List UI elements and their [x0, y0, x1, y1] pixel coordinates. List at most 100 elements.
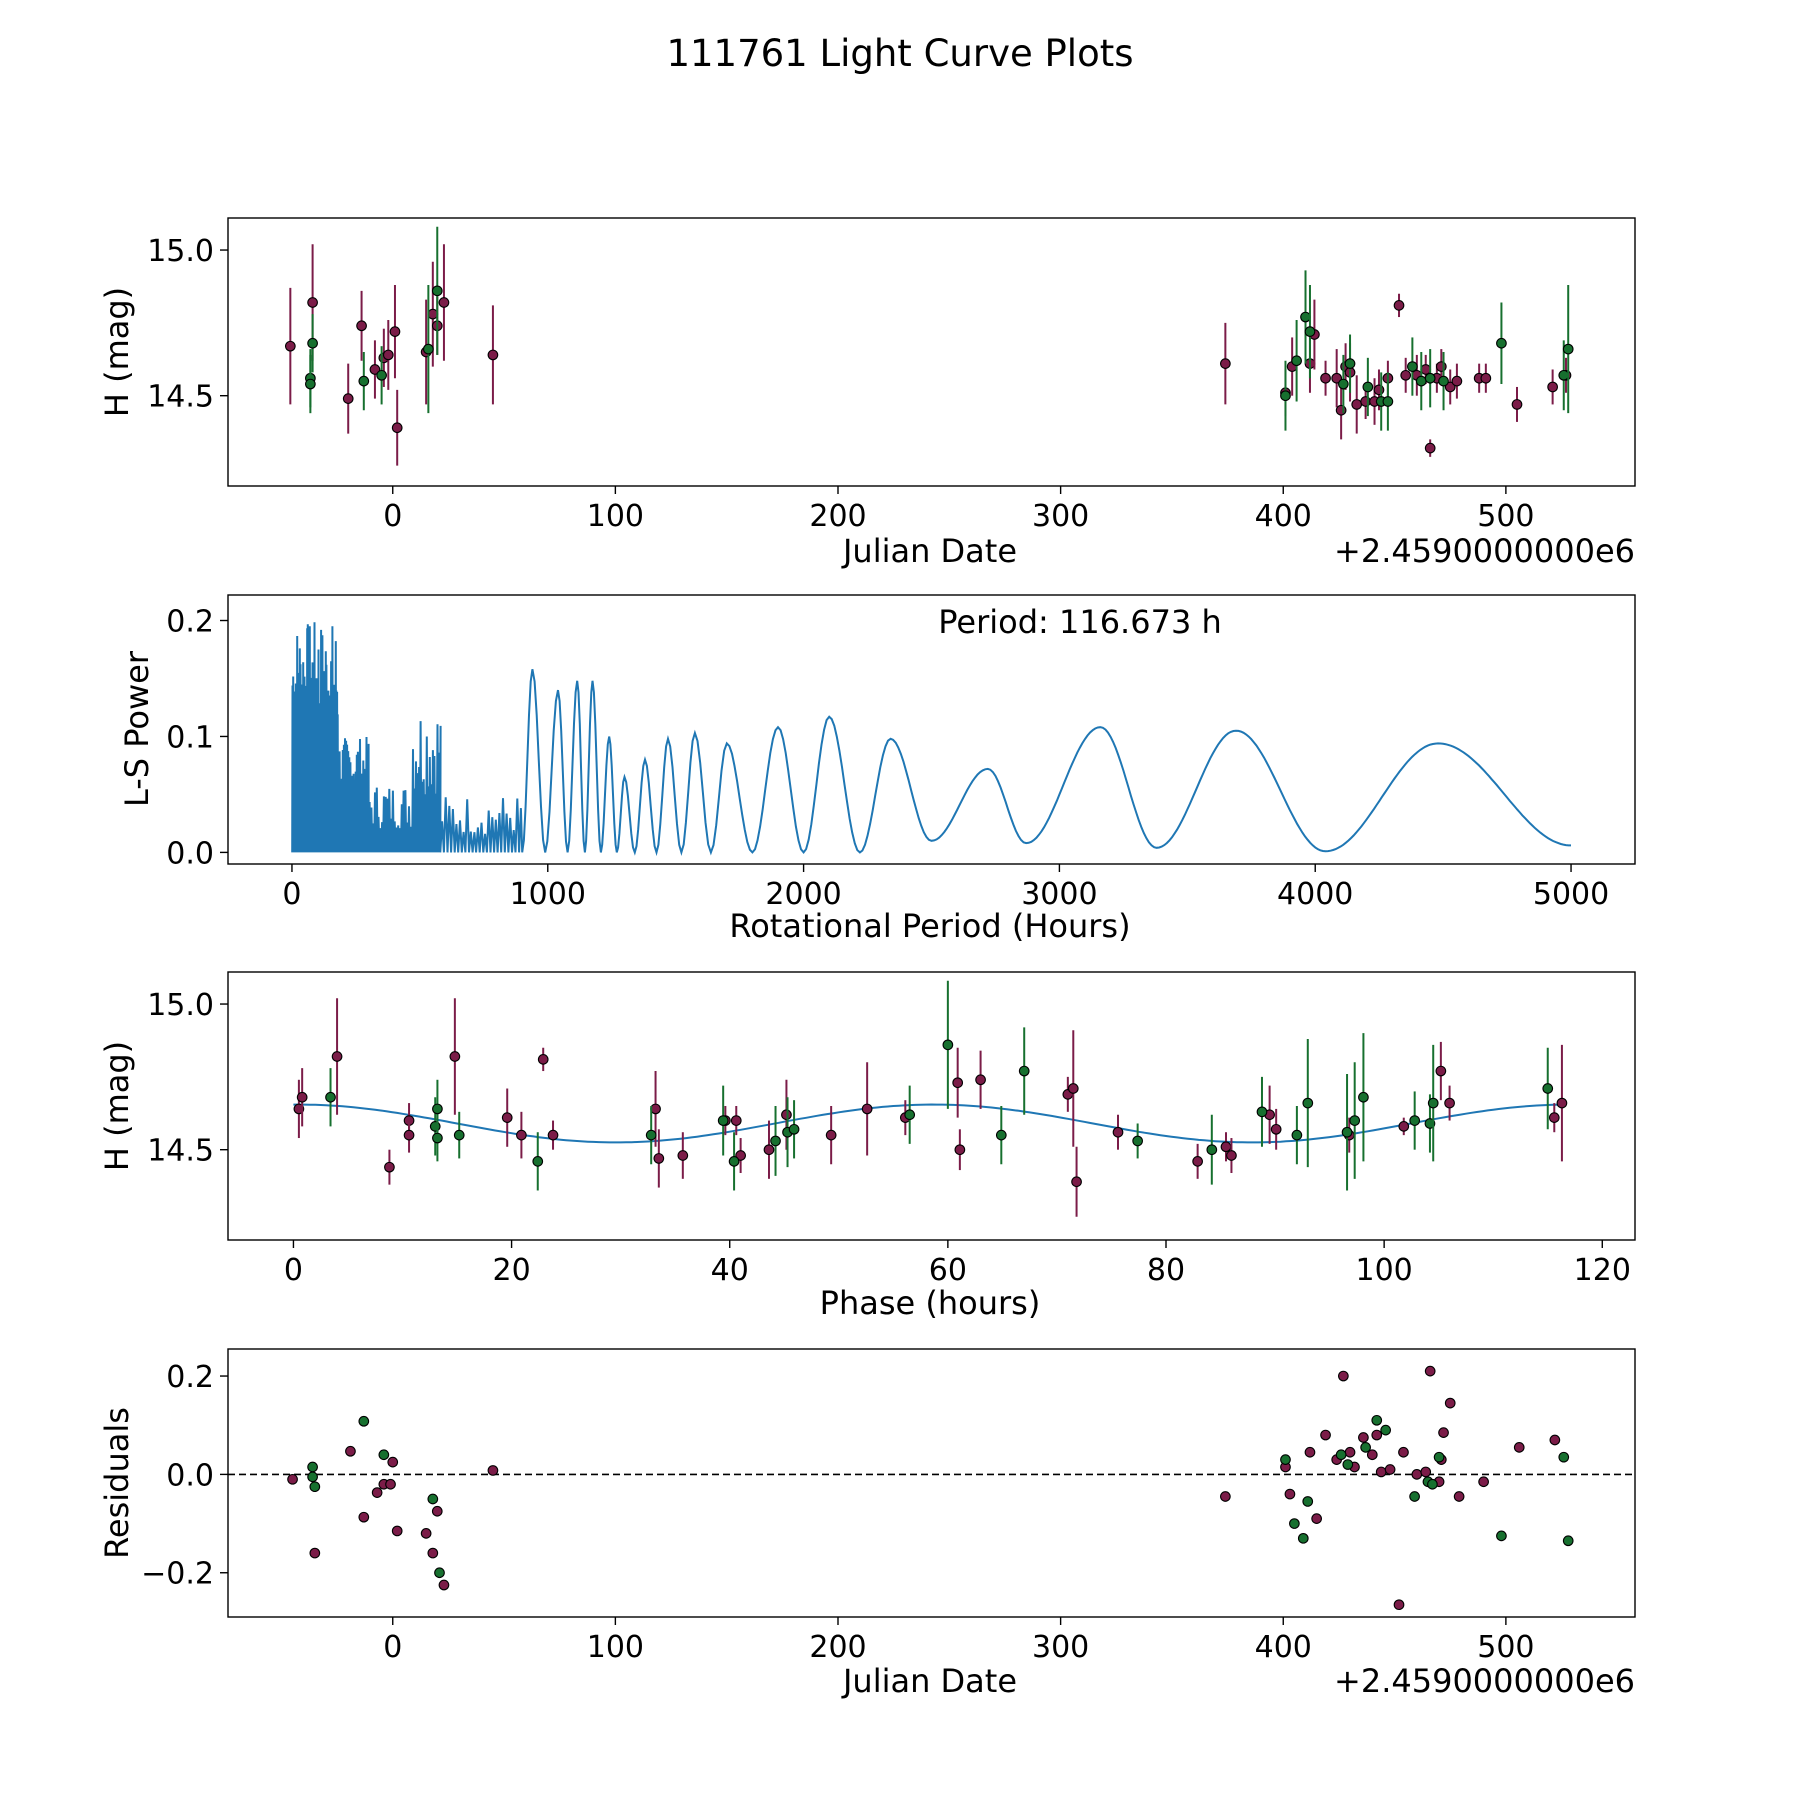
data-point: [1542, 1083, 1554, 1094]
data-point: [438, 297, 450, 308]
ytick-label: 0.2: [166, 1360, 214, 1395]
data-point: [735, 1150, 746, 1161]
data-point: [423, 343, 434, 355]
xtick-label: 20: [492, 1253, 530, 1288]
data-point: [788, 1123, 800, 1135]
residuals-marks: [228, 1365, 1635, 1611]
data-point: [1373, 384, 1385, 396]
data-point: [1371, 1414, 1383, 1426]
data-point: [1435, 1065, 1447, 1077]
periodogram-ylabel: L-S Power: [118, 650, 156, 807]
data-point: [449, 1051, 461, 1062]
xtick-label: 100: [587, 1630, 644, 1665]
data-point: [975, 1074, 986, 1086]
data-point: [1511, 399, 1523, 410]
data-point: [1424, 372, 1436, 384]
ytick-label: 14.5: [147, 380, 214, 415]
data-point: [904, 1109, 916, 1121]
period-annotation: Period: 116.673 h: [938, 603, 1222, 641]
data-point: [1444, 381, 1456, 393]
data-point: [1562, 343, 1574, 355]
data-point: [1270, 1123, 1282, 1135]
data-point: [1444, 1097, 1455, 1109]
data-point: [1226, 1150, 1237, 1161]
lightcurve-ticks: 0 100 200 300 400 500 14.5 15.0: [147, 234, 1534, 534]
data-point: [1320, 1429, 1331, 1441]
data-point: [1478, 1476, 1489, 1488]
data-point: [516, 1129, 527, 1141]
data-point: [1358, 1432, 1369, 1443]
data-point: [1220, 1491, 1231, 1502]
residuals-ylabel: Residuals: [98, 1407, 136, 1559]
data-point: [1071, 1176, 1082, 1188]
xtick-label: 3000: [1021, 877, 1097, 912]
ytick-label: −0.2: [141, 1557, 214, 1592]
data-point: [1398, 1121, 1410, 1132]
periodogram-marks: [291, 622, 1571, 857]
data-point: [1302, 1097, 1314, 1109]
xtick-label: 300: [1032, 1630, 1089, 1665]
xtick-label: 500: [1477, 1630, 1534, 1665]
data-point: [653, 1153, 665, 1164]
data-point: [431, 1505, 443, 1517]
data-point: [1393, 1599, 1405, 1611]
data-point: [547, 1129, 559, 1141]
data-point: [1558, 1451, 1570, 1463]
data-point: [369, 364, 381, 375]
data-point: [532, 1155, 544, 1167]
data-point: [1438, 375, 1449, 387]
data-point: [371, 1487, 383, 1498]
lightcurve-frame: [227, 217, 1636, 487]
data-point: [1382, 396, 1394, 407]
xtick-label: 0: [383, 499, 402, 534]
ytick-label: 14.5: [147, 1134, 214, 1169]
data-point: [1342, 1459, 1354, 1470]
data-point: [1344, 1446, 1356, 1458]
data-point: [358, 1511, 370, 1523]
data-point: [376, 369, 387, 381]
data-point: [1480, 372, 1492, 384]
data-point: [1380, 1424, 1392, 1436]
data-point: [1556, 1097, 1568, 1109]
xtick-label: 120: [1574, 1253, 1631, 1288]
xtick-label: 400: [1255, 1630, 1312, 1665]
data-point: [287, 1473, 298, 1485]
data-point: [1444, 1397, 1456, 1409]
xtick-label: 300: [1032, 499, 1089, 534]
data-point: [1411, 1469, 1423, 1480]
data-point: [391, 1525, 403, 1537]
data-point: [342, 393, 354, 404]
data-point: [427, 308, 439, 320]
periodogram-line: [291, 622, 1571, 857]
ytick-label: 15.0: [147, 988, 214, 1023]
model-curve: [293, 1103, 1559, 1144]
data-point: [1435, 361, 1447, 372]
phased-panel: 0 20 40 60 80 100 120 14.5 15.0 Phase (hours) H …: [98, 971, 1636, 1322]
xtick-label: 0: [282, 877, 301, 912]
data-point: [307, 337, 318, 349]
data-point: [1311, 1513, 1322, 1525]
data-point: [954, 1144, 966, 1156]
data-point: [385, 1478, 396, 1490]
data-point: [1351, 399, 1363, 410]
data-point: [1067, 1083, 1079, 1094]
data-point: [1496, 1530, 1507, 1542]
data-point: [1424, 1365, 1436, 1377]
data-point: [1548, 1112, 1560, 1124]
data-point: [537, 1054, 549, 1065]
data-point: [1289, 1518, 1300, 1529]
periodogram-panel: 0 1000 2000 3000 4000 5000 0.0 0.1 0.2 Rotationa…: [118, 594, 1636, 945]
data-point: [1427, 1097, 1439, 1109]
data-point: [432, 1132, 443, 1144]
lightcurve-ylabel: H (mag): [98, 287, 136, 417]
data-point: [717, 1115, 729, 1126]
periodogram-ticks: 0 1000 2000 3000 4000 5000 0.0 0.1 0.2: [166, 605, 1609, 912]
data-point: [1300, 311, 1311, 323]
data-point: [1220, 1141, 1232, 1153]
data-point: [1256, 1106, 1268, 1118]
xtick-label: 0: [383, 1630, 402, 1665]
lightcurve-panel: 0 100 200 300 400 500 14.5 15.0 Julian Date H (…: [98, 217, 1636, 570]
data-point: [1206, 1144, 1218, 1156]
data-point: [1349, 1115, 1361, 1126]
